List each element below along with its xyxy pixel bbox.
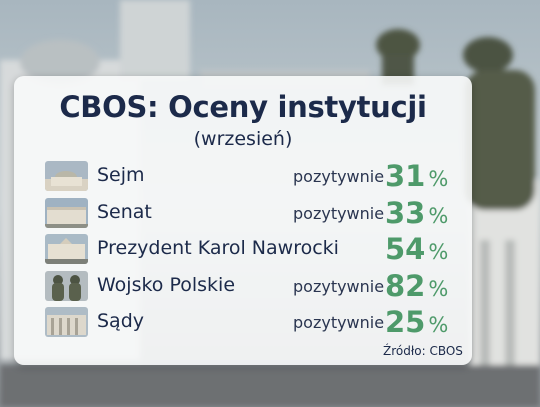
icon-image [45,197,88,228]
value-unit: % [428,276,449,301]
value-number: 31 [385,159,426,193]
institution-name: Sejm [97,164,145,186]
icon [45,307,88,337]
info-card: CBOS: Oceny instytucji (wrzesień) Sejm po… [14,76,472,365]
icon-image [45,234,88,264]
icon-image [45,307,88,337]
source: Źródło: CBOS [383,344,463,358]
icon [45,270,88,301]
subtitle: (wrzesień) [193,128,293,150]
percent-value: 25% [385,305,448,339]
value-unit: % [428,313,449,337]
rating-label: pozytywnie [293,203,385,223]
value-unit: % [428,167,449,191]
value-number: 54 [385,232,426,266]
value-number: 33 [385,195,426,230]
value-number: 82 [385,268,426,303]
value-unit: % [428,203,449,228]
row: Sądy pozytywnie 25% [14,305,472,339]
percent-value: 31% [385,159,448,193]
row: Prezydent Karol Nawrocki 54% [14,232,472,266]
icon-image [45,270,88,301]
percent-value: 33% [385,196,448,230]
row: Wojsko Polskie pozytywnie 82% [14,269,472,303]
icon-image [45,161,88,191]
institution-name: Wojsko Polskie [97,273,236,296]
institution-name: Senat [97,200,152,223]
percent-value: 54% [385,232,448,266]
row: Sejm pozytywnie 31% [14,159,472,193]
row: Senat pozytywnie 33% [14,196,472,230]
title: CBOS: Oceny instytucji [59,90,427,124]
rating-label: pozytywnie [293,167,385,186]
institution-name: Prezydent Karol Nawrocki [97,237,339,259]
icon [45,197,88,228]
icon [45,161,88,191]
value-unit: % [428,240,449,264]
percent-value: 82% [385,269,448,303]
rating-label: pozytywnie [293,276,385,296]
rating-label: pozytywnie [293,313,385,332]
value-number: 25 [385,305,426,339]
icon [45,234,88,264]
institution-name: Sądy [97,310,145,332]
